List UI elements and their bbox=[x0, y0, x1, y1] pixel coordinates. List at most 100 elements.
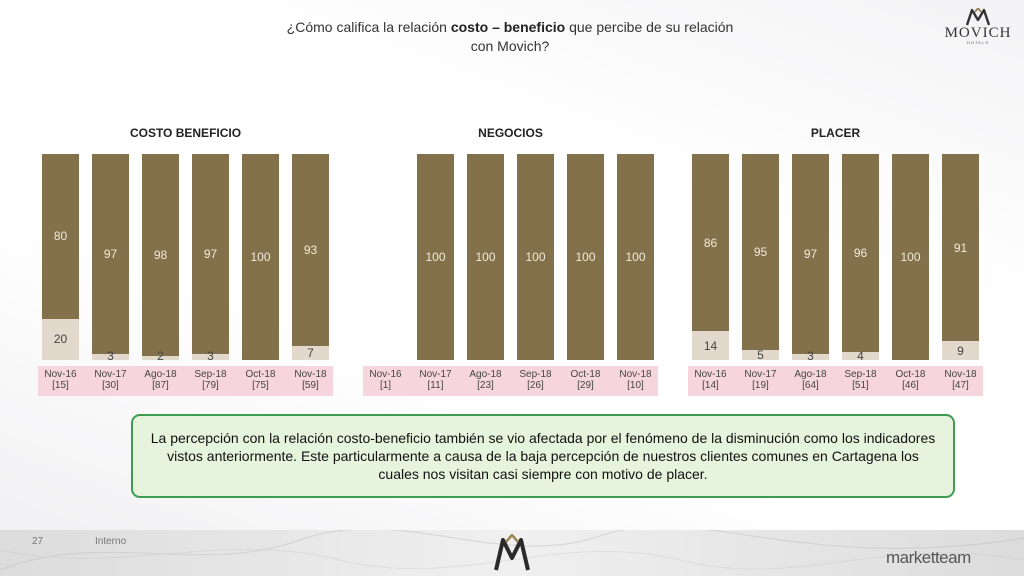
bar-segment-top-costo-beneficio-2 bbox=[142, 154, 179, 356]
tick-label-costo-beneficio-0: Nov-16 bbox=[44, 369, 77, 380]
x-label-negocios-4: Oct-18 [29] bbox=[561, 369, 610, 391]
insight-note: La percepción con la relación costo-bene… bbox=[131, 414, 955, 498]
x-label-costo-beneficio-1: Nov-17 [30] bbox=[86, 369, 135, 391]
x-label-costo-beneficio-0: Nov-16 [15] bbox=[36, 369, 85, 391]
bar-placer-3: 96 4 bbox=[842, 154, 879, 363]
sample-size-placer-2: [64] bbox=[802, 380, 819, 391]
data-label-top-placer-2: 97 bbox=[803, 246, 818, 261]
data-label-top-costo-beneficio-0: 80 bbox=[53, 229, 68, 244]
sample-size-costo-beneficio-1: [30] bbox=[102, 380, 119, 391]
logo-wordmark: MOVICH bbox=[944, 25, 1012, 41]
tick-label-costo-beneficio-2: Ago-18 bbox=[144, 369, 177, 380]
data-label-bottom-costo-beneficio-1: 3 bbox=[107, 349, 114, 363]
bar-placer-4: 100 bbox=[892, 154, 929, 360]
bar-segment-bottom-placer-3 bbox=[842, 351, 879, 360]
bar-costo-beneficio-2: 98 2 bbox=[142, 154, 179, 363]
data-label-bottom-placer-1: 5 bbox=[757, 347, 764, 362]
data-label-bottom-placer-2: 3 bbox=[807, 349, 814, 363]
bar-placer-0: 86 14 bbox=[692, 154, 729, 360]
bar-costo-beneficio-4: 100 bbox=[242, 154, 279, 360]
tick-label-negocios-2: Ago-18 bbox=[469, 369, 502, 380]
data-label-top-negocios-3: 100 bbox=[525, 250, 546, 264]
bar-negocios-3: 100 bbox=[517, 154, 554, 360]
page-number: 27 bbox=[32, 536, 44, 547]
bar-segment-top-negocios-2 bbox=[467, 154, 504, 360]
bar-segment-top-negocios-5 bbox=[617, 154, 654, 360]
tick-label-costo-beneficio-5: Nov-18 bbox=[294, 369, 327, 380]
bar-placer-5: 91 9 bbox=[942, 154, 979, 360]
page-title: ¿Cómo califica la relación costo – benef… bbox=[286, 19, 734, 54]
x-label-negocios-1: Nov-17 [11] bbox=[411, 369, 460, 391]
data-label-top-negocios-1: 100 bbox=[425, 250, 446, 264]
sample-size-placer-0: [14] bbox=[702, 380, 719, 391]
tick-label-placer-2: Ago-18 bbox=[794, 369, 827, 380]
bar-segment-top-negocios-4 bbox=[567, 154, 604, 360]
sample-size-negocios-5: [10] bbox=[627, 380, 644, 391]
bar-segment-top-costo-beneficio-0 bbox=[42, 154, 79, 319]
x-label-placer-5: Nov-18 [47] bbox=[936, 369, 985, 391]
x-label-negocios-2: Ago-18 [23] bbox=[461, 369, 510, 391]
data-label-top-placer-4: 100 bbox=[900, 250, 921, 264]
tick-label-placer-5: Nov-18 bbox=[944, 369, 977, 380]
tick-label-costo-beneficio-4: Oct-18 bbox=[245, 369, 276, 380]
tick-label-negocios-5: Nov-18 bbox=[619, 369, 652, 380]
bar-placer-2: 97 3 bbox=[792, 154, 829, 363]
bar-negocios-4: 100 bbox=[567, 154, 604, 360]
tick-label-placer-1: Nov-17 bbox=[744, 369, 777, 380]
sample-size-costo-beneficio-5: [59] bbox=[302, 380, 319, 391]
x-label-negocios-0: Nov-16 [1] bbox=[361, 369, 410, 391]
data-label-top-costo-beneficio-3: 97 bbox=[203, 246, 218, 261]
sample-size-placer-3: [51] bbox=[852, 380, 869, 391]
bar-segment-top-placer-2 bbox=[792, 154, 829, 354]
data-label-bottom-costo-beneficio-0: 20 bbox=[53, 332, 68, 347]
x-label-costo-beneficio-2: Ago-18 [87] bbox=[136, 369, 185, 391]
data-label-bottom-costo-beneficio-5: 7 bbox=[307, 345, 314, 360]
movich-footer-logo-icon bbox=[494, 534, 530, 571]
sample-size-costo-beneficio-0: [15] bbox=[52, 380, 69, 391]
footer: 27 Interno marketteam bbox=[0, 530, 1024, 576]
data-label-top-placer-5: 91 bbox=[953, 240, 968, 255]
logo-subtitle: HOTELS bbox=[966, 40, 989, 45]
bar-costo-beneficio-5: 93 7 bbox=[292, 154, 329, 360]
bar-segment-bottom-placer-2 bbox=[792, 353, 829, 360]
bar-segment-bottom-costo-beneficio-0 bbox=[42, 318, 79, 360]
sample-size-placer-5: [47] bbox=[952, 380, 969, 391]
movich-logo-icon bbox=[965, 8, 991, 26]
x-label-placer-4: Oct-18 [46] bbox=[886, 369, 935, 391]
movich-logo: MOVICH HOTELS bbox=[938, 8, 1018, 50]
tick-label-placer-0: Nov-16 bbox=[694, 369, 727, 380]
bar-segment-top-negocios-3 bbox=[517, 154, 554, 360]
tick-label-costo-beneficio-1: Nov-17 bbox=[94, 369, 127, 380]
x-label-costo-beneficio-5: Nov-18 [59] bbox=[286, 369, 335, 391]
bar-segment-top-placer-0 bbox=[692, 154, 729, 332]
tick-label-negocios-0: Nov-16 bbox=[369, 369, 402, 380]
chart-title-placer: PLACER bbox=[810, 126, 861, 140]
tick-label-negocios-1: Nov-17 bbox=[419, 369, 452, 380]
data-label-bottom-costo-beneficio-3: 3 bbox=[207, 349, 214, 363]
bar-segment-top-costo-beneficio-1 bbox=[92, 154, 129, 354]
insight-note-text: La percepción con la relación costo-bene… bbox=[150, 430, 936, 482]
bar-segment-bottom-placer-5 bbox=[942, 341, 979, 360]
sample-size-negocios-1: [11] bbox=[427, 380, 444, 391]
x-label-negocios-3: Sep-18 [26] bbox=[511, 369, 560, 391]
marketteam-logo: marketteam bbox=[886, 548, 971, 567]
bar-costo-beneficio-3: 97 3 bbox=[192, 154, 229, 363]
bar-costo-beneficio-0: 80 20 bbox=[42, 154, 79, 360]
sample-size-negocios-2: [23] bbox=[477, 380, 494, 391]
bar-segment-bottom-placer-0 bbox=[692, 331, 729, 360]
bar-segment-top-placer-5 bbox=[942, 154, 979, 342]
sample-size-negocios-3: [26] bbox=[527, 380, 544, 391]
x-label-placer-2: Ago-18 [64] bbox=[786, 369, 835, 391]
tick-label-negocios-3: Sep-18 bbox=[519, 369, 552, 380]
data-label-top-placer-3: 96 bbox=[853, 245, 868, 260]
bar-segment-top-negocios-1 bbox=[417, 154, 454, 360]
sample-size-negocios-0: [1] bbox=[379, 380, 392, 391]
bar-segment-bottom-costo-beneficio-5 bbox=[292, 345, 329, 360]
tick-label-negocios-4: Oct-18 bbox=[570, 369, 601, 380]
data-label-top-negocios-4: 100 bbox=[575, 250, 596, 264]
tick-label-costo-beneficio-3: Sep-18 bbox=[194, 369, 227, 380]
tick-label-placer-4: Oct-18 bbox=[895, 369, 926, 380]
data-label-top-costo-beneficio-4: 100 bbox=[250, 250, 271, 264]
category-band-costo-beneficio bbox=[38, 366, 333, 396]
data-label-top-costo-beneficio-2: 98 bbox=[153, 247, 168, 262]
